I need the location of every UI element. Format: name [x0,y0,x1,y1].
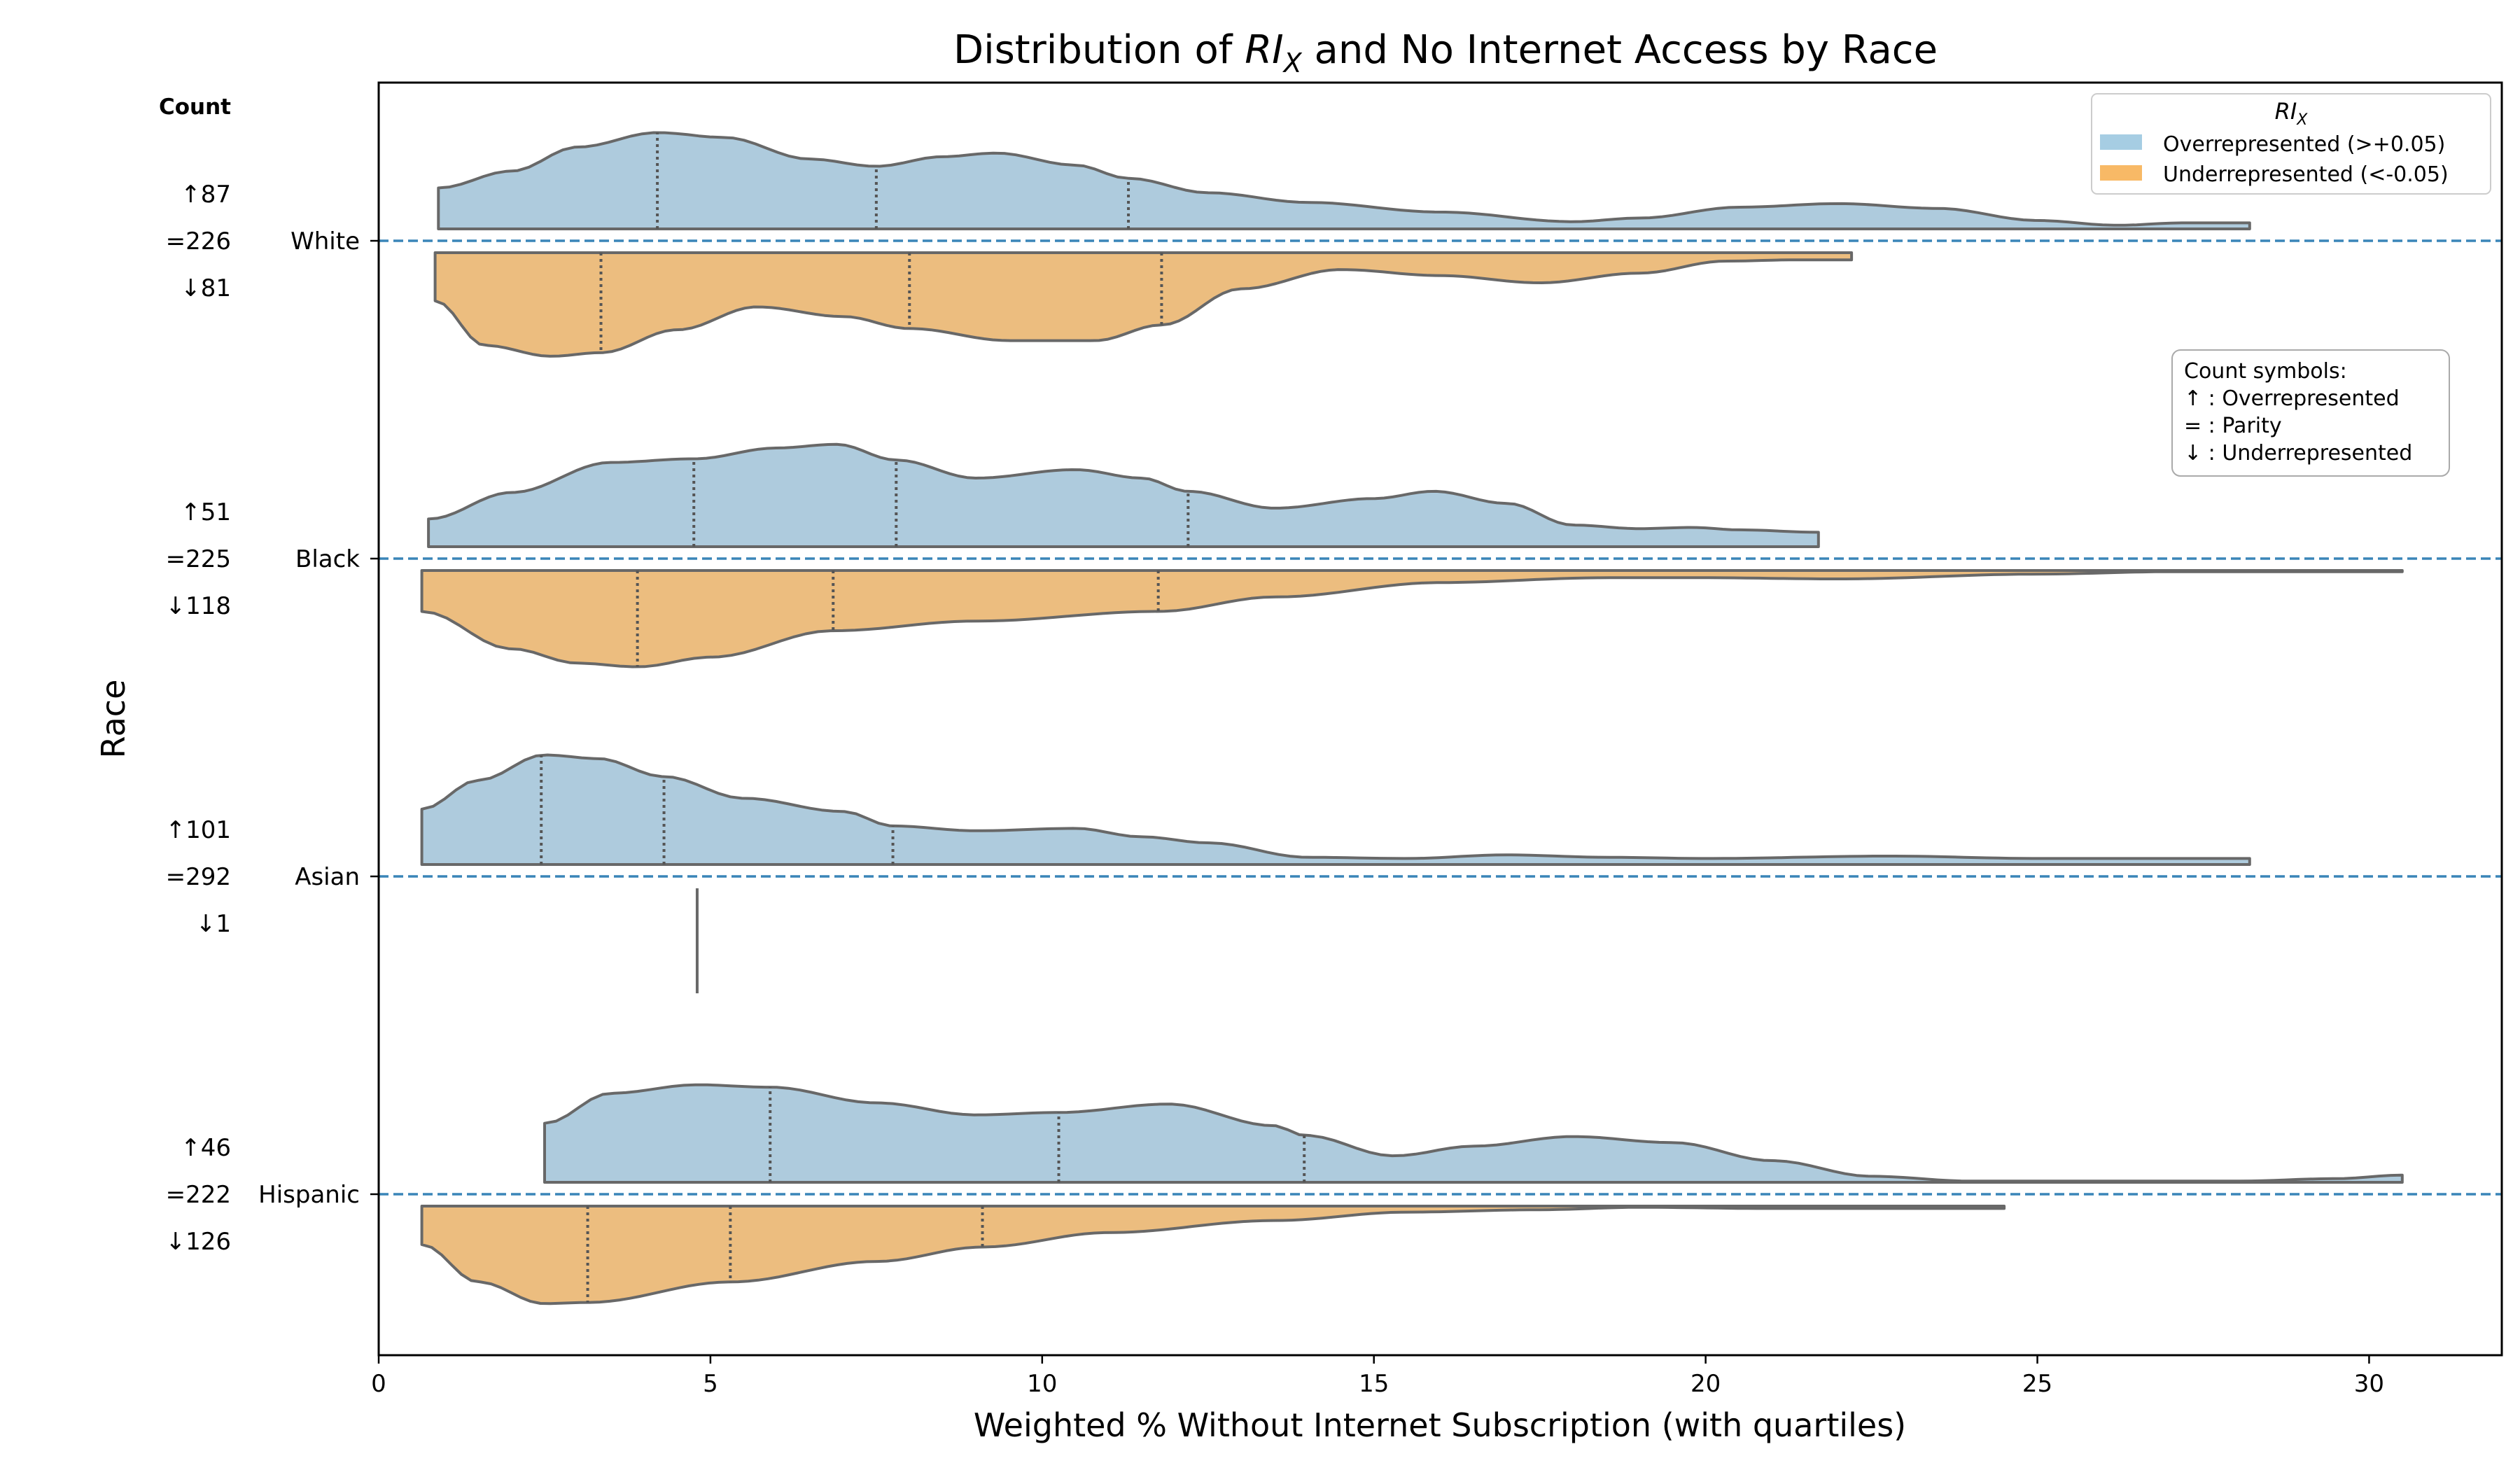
count-under-black: ↓118 [166,592,231,620]
violin-over-white [437,131,2251,230]
plot-frame [377,81,2503,1357]
count-under-asian: ↓1 [196,910,231,938]
legend-title: RIX [2275,98,2309,129]
x-axis-label: Weighted % Without Internet Subscription… [974,1406,1906,1444]
symbols-box-title: Count symbols: [2184,359,2347,384]
violin-group-hispanic: Hispanic [258,1083,2502,1306]
count-parity-black: =225 [166,545,231,573]
plot-content: White Black Asian Hispanic [258,131,2502,1306]
legend-swatch-over [2100,134,2142,150]
count-parity-hispanic: =222 [166,1181,231,1209]
legend-swatch-under [2100,165,2142,181]
chart-title: Distribution of RIX and No Internet Acce… [953,27,1938,78]
count-header: Count [159,94,231,120]
count-labels: ↑87 =226 ↓81 ↑51 =225 ↓118 ↑101 =292 ↓1 ↑46 =222 ↓1… [166,181,231,1256]
violin-under-hispanic [420,1205,2006,1306]
legend-box [2091,93,2491,195]
count-under-hispanic: ↓126 [166,1228,231,1256]
y-tick-label-black: Black [295,545,360,573]
x-tick-label-15: 15 [1359,1370,1389,1398]
legend-label-over: Overrepresented (>+0.05) [2163,132,2445,157]
x-tick-label-30: 30 [2354,1370,2384,1398]
count-over-white: ↑87 [181,181,231,209]
symbols-box-frame [2171,349,2450,477]
symbols-line-over: ↑ : Overrepresented [2184,386,2400,411]
count-parity-asian: =292 [166,863,231,891]
violin-under-black [420,569,2404,668]
violin-group-black: Black [295,442,2502,668]
violin-under-white [433,251,1854,358]
symbols-line-parity: = : Parity [2184,414,2282,438]
x-axis-ticks: 0 5 10 15 20 25 30 [371,1355,2384,1398]
y-tick-label-hispanic: Hispanic [258,1181,360,1209]
x-tick-label-20: 20 [1690,1370,1721,1398]
legend-label-under: Underrepresented (<-0.05) [2163,162,2449,187]
x-tick-label-10: 10 [1027,1370,1057,1398]
x-tick-label-0: 0 [371,1370,386,1398]
count-over-black: ↑51 [181,498,231,526]
violin-over-asian [420,753,2251,866]
y-tick-label-asian: Asian [295,863,360,891]
y-tick-label-white: White [290,227,360,255]
symbols-line-under: ↓ : Underrepresented [2184,441,2412,465]
count-under-white: ↓81 [181,274,231,302]
x-tick-label-5: 5 [703,1370,718,1398]
x-tick-label-25: 25 [2022,1370,2052,1398]
violin-group-asian: Asian [295,753,2502,993]
violin-over-black [427,442,1820,548]
count-parity-white: =226 [166,227,231,255]
violin-group-white: White [290,131,2502,358]
count-over-asian: ↑101 [166,816,231,844]
violin-over-hispanic [543,1083,2404,1184]
count-over-hispanic: ↑46 [181,1134,231,1162]
legend: RIX Overrepresented (>+0.05) Underrepres… [2091,93,2491,195]
count-symbols-box: Count symbols: ↑ : Overrepresented = : P… [2171,349,2450,477]
y-axis-label: Race [94,680,132,759]
